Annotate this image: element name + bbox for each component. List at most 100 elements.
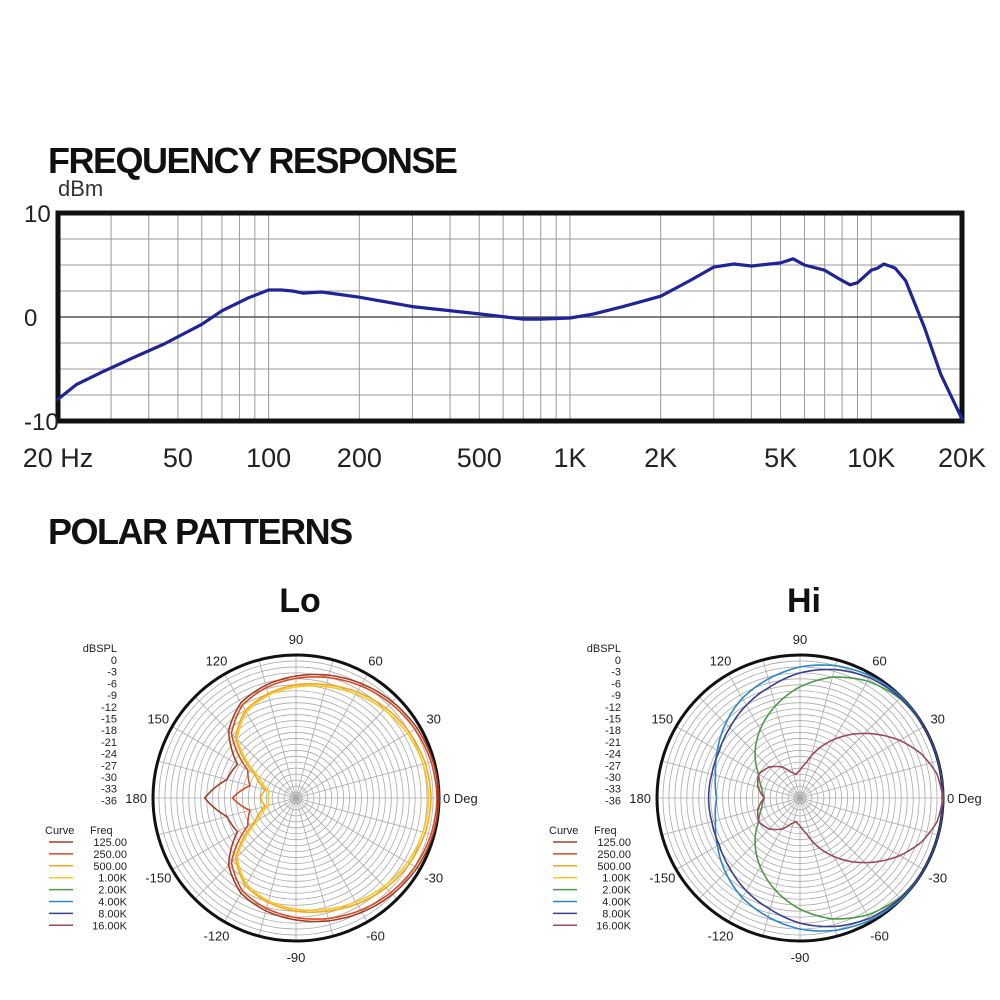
hi-radial-tick: -27 [605, 760, 621, 772]
lo-legend-entry: 4.00K [98, 897, 127, 909]
hi-grid-spoke [728, 797, 801, 923]
lo-grid-spoke [171, 797, 297, 870]
hi-series-4-00K [714, 664, 944, 932]
fr-ytick-label: 0 [24, 305, 37, 332]
lo-series-125-00 [203, 673, 440, 923]
lo-angle-label: -90 [287, 950, 306, 965]
hi-grid-spoke [799, 659, 838, 799]
lo-angle-label: 60 [368, 653, 382, 668]
lo-legend-entry: 16.00K [92, 920, 128, 932]
hi-legend-entry: 250.00 [597, 849, 631, 861]
lo-radial-tick: -6 [107, 678, 117, 690]
hi-series-16-00K [756, 732, 944, 864]
lo-grid-spoke [194, 696, 297, 799]
lo-radial-label: dBSPL [83, 643, 117, 655]
lo-legend-entry: 8.00K [98, 908, 127, 920]
hi-radial-tick: -30 [605, 772, 621, 784]
lo-radial-tick: -24 [101, 749, 117, 761]
lo-angle-label: -120 [203, 929, 229, 944]
lo-legend-entry: 2.00K [98, 885, 127, 897]
hi-grid-spoke [799, 797, 838, 937]
fr-ytick-label: 10 [24, 201, 51, 228]
lo-series-500-00 [234, 683, 432, 913]
hi-legend-entry: 500.00 [597, 861, 631, 873]
lo-angle-label: 120 [206, 653, 228, 668]
hi-radial-tick: -21 [605, 737, 621, 749]
hi-grid-spoke [762, 797, 801, 937]
fr-response-line [56, 257, 964, 421]
hi-legend-entry: 16.00K [596, 920, 632, 932]
hi-angle-label: 180 [629, 791, 651, 806]
lo-radial-tick: -33 [101, 784, 117, 796]
lo-grid-spoke [295, 797, 421, 870]
polar-lo-title: Lo [279, 582, 321, 620]
hi-legend-entry: 125.00 [597, 837, 631, 849]
hi-radial-tick: -3 [611, 667, 621, 679]
hi-angle-label: -120 [707, 929, 733, 944]
lo-grid-spoke [295, 726, 421, 799]
hi-radial-tick: -15 [605, 714, 621, 726]
fr-frame [55, 210, 965, 424]
lo-radial-tick: -21 [101, 737, 117, 749]
lo-grid-spoke [194, 797, 297, 900]
lo-grid-spoke [295, 797, 368, 923]
lo-grid-spoke [295, 797, 435, 836]
hi-grid-spoke [799, 797, 872, 923]
lo-radial-tick: -18 [101, 725, 117, 737]
lo-radial-tick: 0 [111, 655, 117, 667]
lo-legend-curve-header: Curve [45, 825, 74, 837]
lo-radial-tick: -36 [101, 795, 117, 807]
fr-ytick-label: -10 [24, 409, 59, 436]
lo-radial-tick: -15 [101, 714, 117, 726]
hi-radial-tick: -9 [611, 690, 621, 702]
lo-angle-label: 90 [289, 632, 303, 647]
fr-xtick-label: 100 [246, 443, 291, 473]
hi-legend-entry: 1.00K [602, 873, 631, 885]
frequency-response-heading: FREQUENCY RESPONSE [48, 140, 458, 181]
fr-xtick-label: 20K [938, 443, 986, 473]
hi-radial-tick: -24 [605, 749, 621, 761]
lo-grid-spoke [295, 673, 368, 799]
lo-grid-spoke [171, 726, 297, 799]
lo-angle-label: 180 [125, 791, 147, 806]
lo-legend-entry: 1.00K [98, 873, 127, 885]
lo-radial-tick: -9 [107, 690, 117, 702]
lo-radial-tick: -3 [107, 667, 117, 679]
hi-grid-spoke [799, 696, 902, 799]
hi-series-8-00K [707, 668, 944, 928]
hi-radial-tick: -33 [605, 784, 621, 796]
lo-grid-spoke [258, 797, 297, 937]
hi-grid-spoke [675, 797, 801, 870]
lo-legend-entry: 500.00 [93, 861, 127, 873]
hi-radial-tick: -12 [605, 702, 621, 714]
fr-xtick-label: 50 [163, 443, 193, 473]
hi-grid-spoke [799, 797, 939, 836]
lo-radial-tick: -27 [101, 760, 117, 772]
hi-grid-spoke [661, 797, 801, 836]
hi-grid-spoke [799, 797, 925, 870]
lo-grid-spoke [295, 797, 398, 900]
lo-radial-tick: -30 [101, 772, 117, 784]
lo-angle-label: 0 Deg [443, 791, 478, 806]
hi-grid-spoke [698, 797, 801, 900]
fr-xtick-label: 5K [764, 443, 797, 473]
polar-patterns-heading: POLAR PATTERNS [48, 511, 353, 552]
lo-grid-spoke [295, 797, 334, 937]
lo-series-1-00K [236, 685, 430, 911]
hi-grid-spoke [799, 797, 902, 900]
lo-angle-label: -150 [145, 871, 171, 886]
lo-grid-spoke [224, 673, 297, 799]
fr-xtick-label: 200 [337, 443, 382, 473]
fr-xtick-label: 500 [457, 443, 502, 473]
hi-angle-label: -150 [649, 871, 675, 886]
hi-legend-freq-header: Freq [594, 825, 617, 837]
hi-angle-label: -30 [928, 871, 947, 886]
fr-xtick-label: 20 Hz [23, 443, 94, 473]
hi-grid-spoke [762, 659, 801, 799]
lo-legend-entry: 125.00 [93, 837, 127, 849]
lo-angle-label: 30 [426, 712, 440, 727]
hi-grid-spoke [799, 760, 939, 799]
fr-xtick-label: 2K [644, 443, 677, 473]
